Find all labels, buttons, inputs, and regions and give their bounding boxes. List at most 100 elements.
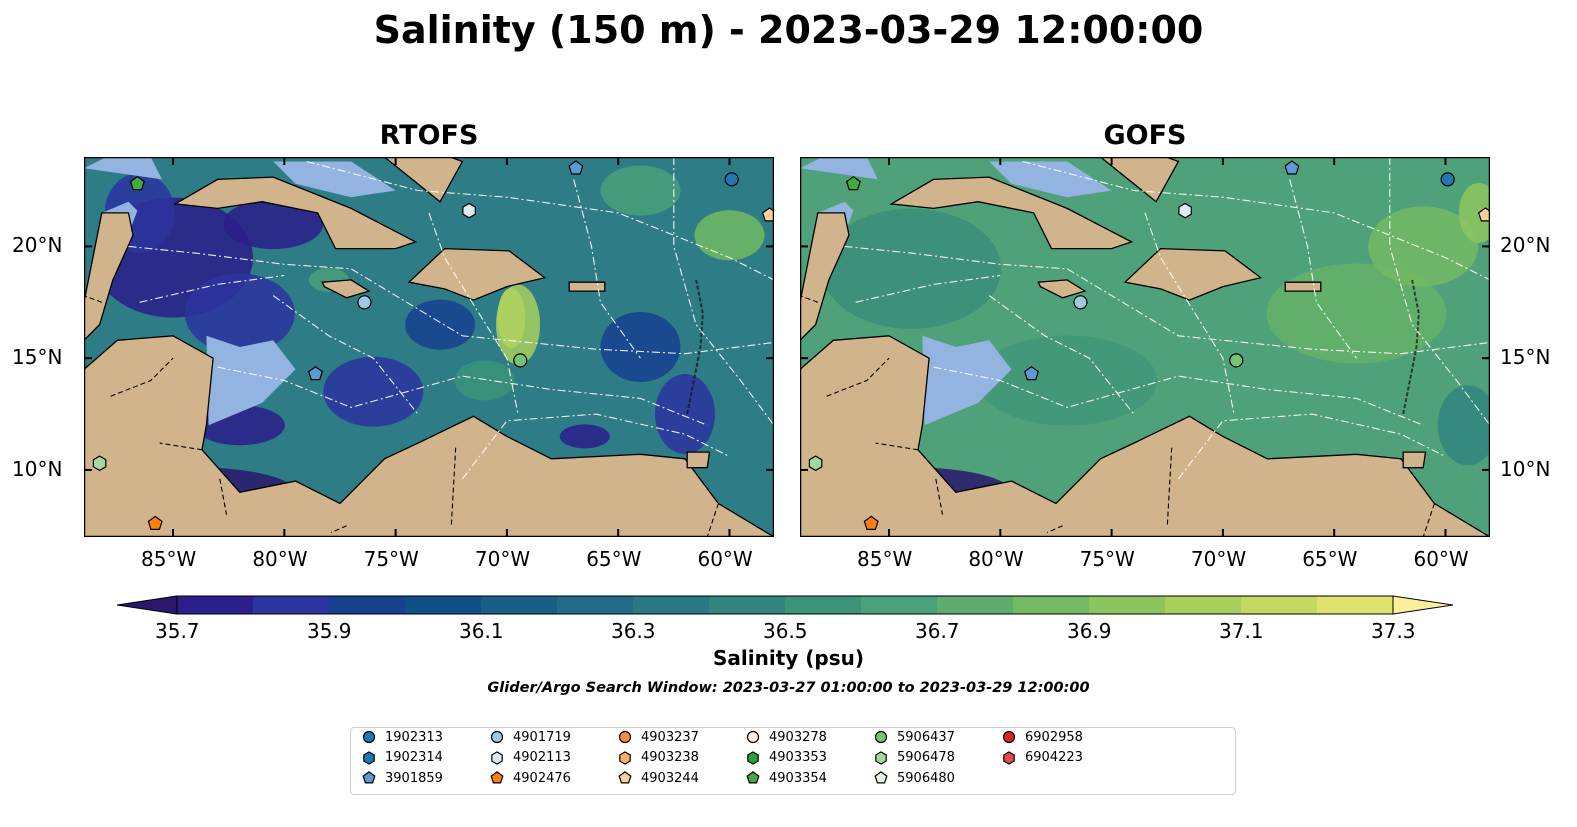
search-window-note: Glider/Argo Search Window: 2023-03-27 01… <box>487 680 1090 696</box>
colorbar-tick-label: 35.9 <box>307 619 352 643</box>
lon-tick-label: 80°W <box>252 547 308 571</box>
float-marker-5906437[interactable] <box>513 353 528 368</box>
lon-tick-label: 80°W <box>968 547 1024 571</box>
lon-tick-label: 75°W <box>1079 547 1135 571</box>
float-marker-4903354[interactable] <box>129 175 145 191</box>
lat-tick-label: 10°N <box>12 456 63 481</box>
float-marker-3901859[interactable] <box>568 160 584 175</box>
legend-item: 4903354 <box>745 770 827 786</box>
legend-marker-hexagon-icon <box>1003 750 1015 765</box>
legend-label: 4902476 <box>513 770 571 786</box>
legend-marker-hexagon-icon <box>619 750 631 765</box>
float-marker-4902476[interactable] <box>147 515 163 530</box>
legend-label: 1902313 <box>385 729 443 745</box>
colorbar-tick-label: 37.1 <box>1219 619 1264 643</box>
legend-marker-hexagon-icon <box>491 750 503 765</box>
float-marker-3901859[interactable] <box>1023 365 1040 381</box>
legend-item: 1902314 <box>361 750 443 766</box>
legend-marker-pentagon-icon <box>362 771 376 784</box>
lon-tick-label: 65°W <box>1302 547 1358 571</box>
legend-label: 4902113 <box>513 750 571 765</box>
legend-item: 4903278 <box>745 729 827 745</box>
legend-label: 6902958 <box>1025 729 1083 745</box>
float-marker-4901719[interactable] <box>1073 295 1088 310</box>
legend-item: 4901719 <box>489 729 571 745</box>
legend-marker-hexagon-icon <box>363 750 375 765</box>
legend-label: 5906478 <box>897 750 955 765</box>
panel-title-gofs: GOFS <box>1103 120 1187 151</box>
colorbar-tick-label: 37.3 <box>1371 619 1416 643</box>
float-marker-4902113[interactable] <box>1178 202 1192 219</box>
legend-marker-pentagon-icon <box>746 771 760 784</box>
float-marker-4902113[interactable] <box>462 202 476 219</box>
legend-marker-circle-icon <box>362 730 376 744</box>
legend-label: 4903238 <box>641 750 699 765</box>
colorbar-tick-label: 36.5 <box>763 619 808 643</box>
legend-label: 1902314 <box>385 750 443 765</box>
float-marker-3901859[interactable] <box>307 365 324 381</box>
colorbar-label: Salinity (psu) <box>712 646 864 670</box>
lon-tick-label: 65°W <box>586 547 642 571</box>
lon-tick-label: 85°W <box>141 547 197 571</box>
panel-title-rtofs: RTOFS <box>379 120 479 151</box>
lon-tick-label: 70°W <box>474 547 531 571</box>
float-marker-1902313[interactable] <box>1440 172 1455 187</box>
legend-item: 6904223 <box>1001 750 1083 766</box>
legend-label: 4903353 <box>769 750 827 765</box>
lon-tick-label: 60°W <box>697 547 753 571</box>
salinity-colorbar <box>117 595 1453 615</box>
legend-item: 4903244 <box>617 770 699 786</box>
float-marker-4901719[interactable] <box>357 295 372 310</box>
colorbar-tick-label: 36.3 <box>611 619 656 643</box>
colorbar-tick-label: 36.1 <box>459 619 504 643</box>
float-marker-1902313[interactable] <box>724 172 739 187</box>
legend-marker-circle-icon <box>490 730 504 744</box>
legend-marker-circle-icon <box>746 730 760 744</box>
legend-label: 4901719 <box>513 729 571 745</box>
legend-label: 5906437 <box>897 729 955 745</box>
legend-label: 3901859 <box>385 770 443 786</box>
salinity-map-gofs[interactable] <box>800 157 1490 537</box>
lat-tick-label: 20°N <box>1500 233 1551 258</box>
colorbar-tick-label: 36.9 <box>1067 619 1112 643</box>
lat-tick-label: 20°N <box>12 233 63 258</box>
lon-tick-label: 60°W <box>1413 547 1469 571</box>
colorbar-tick-label: 36.7 <box>915 619 960 643</box>
legend-marker-hexagon-icon <box>875 750 887 765</box>
figure-title: Salinity (150 m) - 2023-03-29 12:00:00 <box>373 8 1204 52</box>
legend-item: 4902476 <box>489 770 571 786</box>
legend-marker-pentagon-icon <box>874 771 888 784</box>
float-marker-3901859[interactable] <box>1284 160 1300 175</box>
legend-label: 6904223 <box>1025 750 1083 765</box>
legend-marker-hexagon-icon <box>747 750 759 765</box>
float-marker-5906478[interactable] <box>92 455 107 472</box>
legend-label: 4903278 <box>769 729 827 745</box>
float-marker-4903354[interactable] <box>845 175 861 191</box>
legend-item: 3901859 <box>361 770 443 786</box>
legend-label: 4903354 <box>769 770 827 786</box>
float-legend: 1902313 1902314 3901859 4901719 4902113 49024… <box>350 727 1236 795</box>
lon-tick-label: 70°W <box>1190 547 1247 571</box>
float-marker-5906478[interactable] <box>808 455 823 472</box>
legend-label: 5906480 <box>897 770 955 786</box>
lat-tick-label: 10°N <box>1500 456 1551 481</box>
legend-marker-circle-icon <box>618 730 632 744</box>
float-marker-4903244[interactable] <box>761 207 774 222</box>
legend-marker-circle-icon <box>1002 730 1016 744</box>
legend-marker-circle-icon <box>874 730 888 744</box>
legend-item: 6902958 <box>1001 729 1083 745</box>
legend-item: 5906478 <box>873 750 955 766</box>
legend-marker-pentagon-icon <box>490 771 504 784</box>
legend-label: 4903237 <box>641 729 699 745</box>
colorbar-tick-label: 35.7 <box>155 619 200 643</box>
float-marker-4902476[interactable] <box>863 515 879 530</box>
legend-item: 4902113 <box>489 750 571 766</box>
legend-item: 1902313 <box>361 729 443 745</box>
float-marker-4903244[interactable] <box>1477 207 1490 222</box>
float-marker-5906437[interactable] <box>1229 353 1244 368</box>
salinity-map-rtofs[interactable] <box>84 157 774 537</box>
legend-item: 4903237 <box>617 729 699 745</box>
lon-tick-label: 85°W <box>857 547 913 571</box>
legend-item: 4903353 <box>745 750 827 766</box>
legend-marker-pentagon-icon <box>618 771 632 784</box>
